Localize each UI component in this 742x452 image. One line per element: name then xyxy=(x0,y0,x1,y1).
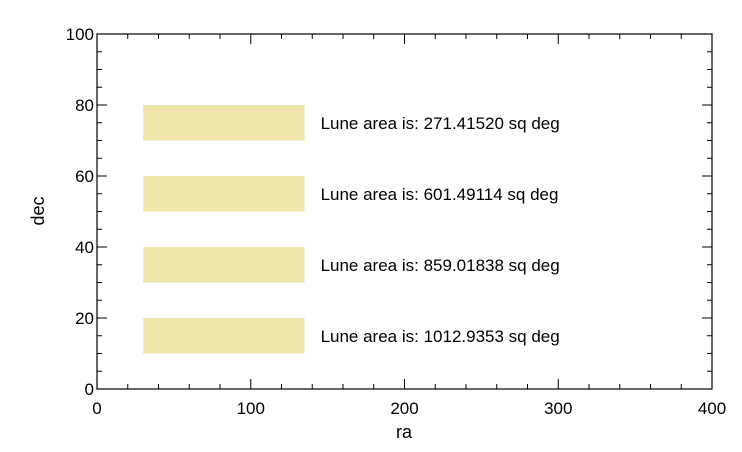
lune-area-label-3: Lune area is: 859.01838 sq deg xyxy=(321,256,560,275)
lune-area-label-2: Lune area is: 601.49114 sq deg xyxy=(321,185,559,204)
y-tick-label: 60 xyxy=(75,167,94,186)
x-tick-label: 200 xyxy=(390,399,418,418)
y-tick-labels: 0 20 40 60 80 100 xyxy=(66,25,94,399)
x-tick-label: 100 xyxy=(237,399,265,418)
lune-rect-2 xyxy=(143,176,305,212)
plot-frame xyxy=(96,33,713,390)
annotations-layer: Lune area is: 271.41520 sq deg Lune area … xyxy=(321,114,560,346)
lune-area-label-4: Lune area is: 1012.9353 sq deg xyxy=(321,327,560,346)
y-tick-label: 40 xyxy=(75,238,94,257)
y-tick-label: 80 xyxy=(75,96,94,115)
lune-area-label-1: Lune area is: 271.41520 sq deg xyxy=(321,114,560,133)
lune-rect-3 xyxy=(143,247,305,283)
y-tick-label: 20 xyxy=(75,309,94,328)
lune-rect-1 xyxy=(143,105,305,141)
x-tick-label: 0 xyxy=(92,399,101,418)
y-tick-label: 100 xyxy=(66,25,94,44)
lune-rect-4 xyxy=(143,318,305,354)
ticks-layer xyxy=(96,33,713,390)
y-axis-title: dec xyxy=(28,196,48,225)
x-axis-title: ra xyxy=(396,422,413,442)
x-tick-labels: 0 100 200 300 400 xyxy=(92,399,726,418)
y-tick-label: 0 xyxy=(85,380,94,399)
lunes-layer xyxy=(143,105,305,354)
x-tick-label: 400 xyxy=(698,399,726,418)
x-tick-label: 300 xyxy=(544,399,572,418)
